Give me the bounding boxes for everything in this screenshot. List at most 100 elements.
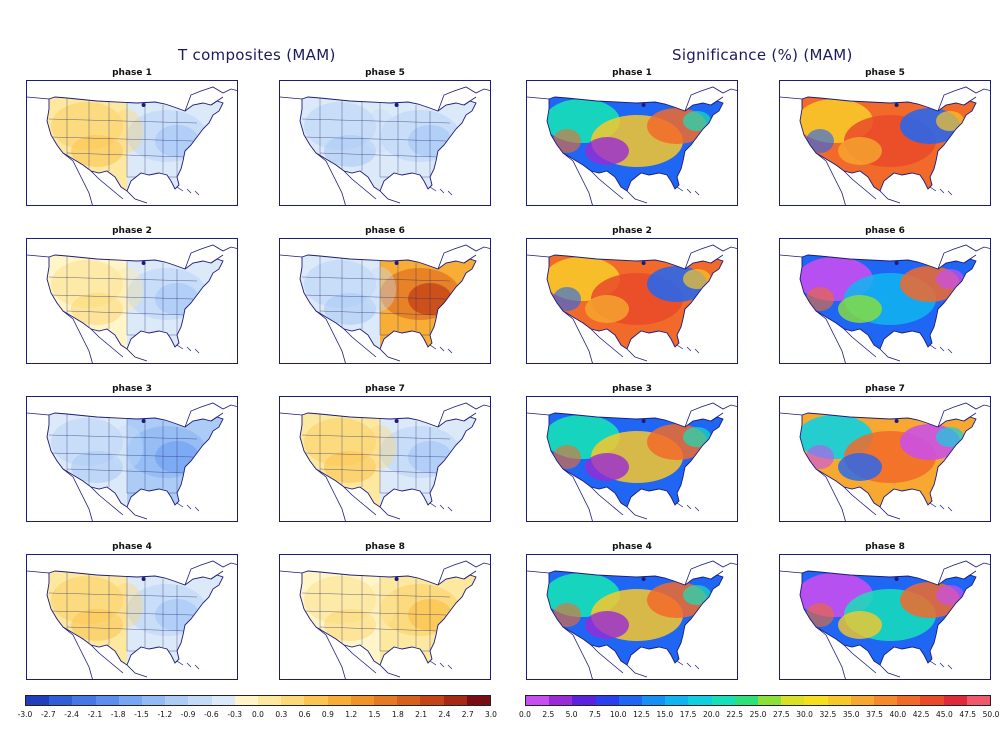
temperature-colorbar-segment — [234, 696, 259, 705]
significance-colorbar-segment — [920, 696, 944, 705]
temperature-colorbar-segment — [258, 696, 282, 705]
temperature-colorbar-segment — [374, 696, 398, 705]
temperature-colorbar-segment — [397, 696, 421, 705]
temperature-map-panel — [279, 80, 491, 206]
temperature-map-panel — [279, 396, 491, 522]
significance-colorbar-segment — [526, 696, 550, 705]
significance-colorbar-tick: 22.5 — [726, 710, 744, 719]
panel-title: phase 1 — [112, 68, 152, 78]
panel-title: phase 1 — [612, 68, 652, 78]
temperature-colorbar-segment — [165, 696, 189, 705]
temperature-section-title: T composites (MAM) — [178, 46, 336, 64]
temperature-colorbar-tick: 1.5 — [368, 710, 381, 719]
significance-colorbar-tick: 12.5 — [633, 710, 650, 719]
temperature-colorbar-segment — [188, 696, 212, 705]
significance-colorbar-segment — [804, 696, 828, 705]
significance-colorbar-segment — [781, 696, 805, 705]
significance-colorbar-segment — [688, 696, 712, 705]
temperature-colorbar-tick: 1.8 — [391, 710, 404, 719]
panel-title: phase 4 — [612, 542, 652, 552]
panel-title: phase 7 — [865, 384, 905, 394]
temperature-colorbar-tick: 0.6 — [298, 710, 311, 719]
temperature-map-panel — [26, 80, 238, 206]
panel-title: phase 5 — [365, 68, 405, 78]
temperature-colorbar-segment — [327, 696, 351, 705]
significance-colorbar-tick: 2.5 — [542, 710, 555, 719]
significance-colorbar-tick: 42.5 — [912, 710, 930, 719]
significance-colorbar-segment — [572, 696, 596, 705]
temperature-map-panel — [26, 238, 238, 364]
panel-title: phase 6 — [865, 226, 905, 236]
significance-colorbar-tick: 25.0 — [749, 710, 767, 719]
temperature-colorbar-tick: -1.8 — [110, 710, 126, 719]
significance-colorbar-tick: 27.5 — [772, 710, 790, 719]
significance-map-panel — [779, 396, 991, 522]
significance-colorbar-tick: 30.0 — [796, 710, 813, 719]
significance-colorbar-tick: 37.5 — [866, 710, 883, 719]
significance-colorbar-segment — [827, 696, 851, 705]
temperature-colorbar-segment — [72, 696, 96, 705]
significance-colorbar-segment — [874, 696, 898, 705]
significance-colorbar-segment — [943, 696, 967, 705]
panel-title: phase 3 — [612, 384, 652, 394]
temperature-colorbar-segment — [211, 696, 235, 705]
significance-colorbar-segment — [966, 696, 991, 705]
significance-map-panel — [526, 396, 738, 522]
significance-colorbar-tick: 10.0 — [609, 710, 627, 719]
temperature-colorbar-tick: -0.9 — [180, 710, 196, 719]
temperature-colorbar-tick: -2.4 — [64, 710, 79, 719]
significance-colorbar-tick: 47.5 — [959, 710, 977, 719]
significance-map-panel — [779, 554, 991, 680]
significance-map-panel — [526, 80, 738, 206]
temperature-colorbar-segment — [350, 696, 375, 705]
panel-title: phase 2 — [112, 226, 152, 236]
significance-colorbar-tick: 7.5 — [588, 710, 601, 719]
significance-colorbar-tick: 5.0 — [565, 710, 578, 719]
significance-colorbar-segment — [711, 696, 735, 705]
temperature-colorbar-tick: 0.3 — [275, 710, 288, 719]
temperature-colorbar-tick: 2.1 — [415, 710, 428, 719]
temperature-colorbar-tick: -0.3 — [227, 710, 243, 719]
temperature-colorbar-segment — [443, 696, 467, 705]
temperature-map-panel — [279, 554, 491, 680]
significance-colorbar-tick: 0.0 — [519, 710, 531, 719]
significance-map-panel — [779, 80, 991, 206]
temperature-colorbar-tick: -3.0 — [17, 710, 33, 719]
temperature-colorbar-tick: -2.7 — [40, 710, 56, 719]
temperature-colorbar-segment — [142, 696, 166, 705]
significance-colorbar-segment — [665, 696, 689, 705]
temperature-colorbar-tick: 0.9 — [321, 710, 334, 719]
panel-title: phase 4 — [112, 542, 152, 552]
significance-map-panel — [526, 238, 738, 364]
temperature-colorbar-tick: -0.6 — [204, 710, 219, 719]
significance-colorbar-segment — [850, 696, 875, 705]
significance-colorbar-tick: 15.0 — [656, 710, 674, 719]
temperature-colorbar-segment — [281, 696, 305, 705]
temperature-colorbar-segment — [420, 696, 444, 705]
temperature-colorbar-segment — [26, 696, 50, 705]
temperature-colorbar-segment — [49, 696, 73, 705]
panel-title: phase 2 — [612, 226, 652, 236]
temperature-colorbar-tick: 2.7 — [461, 710, 474, 719]
significance-colorbar-tick: 32.5 — [819, 710, 837, 719]
significance-colorbar-tick: 35.0 — [842, 710, 860, 719]
significance-colorbar-segment — [595, 696, 619, 705]
significance-colorbar-segment — [618, 696, 643, 705]
temperature-colorbar-tick: 1.2 — [345, 710, 358, 719]
temperature-colorbar-segment — [466, 696, 491, 705]
temperature-map-panel — [279, 238, 491, 364]
panel-title: phase 5 — [865, 68, 905, 78]
temperature-colorbar-tick: 3.0 — [485, 710, 497, 719]
temperature-colorbar-tick: 2.4 — [438, 710, 451, 719]
significance-colorbar-tick: 17.5 — [679, 710, 697, 719]
significance-map-panel — [779, 238, 991, 364]
significance-section-title: Significance (%) (MAM) — [672, 46, 853, 64]
panel-title: phase 8 — [365, 542, 405, 552]
temperature-colorbar-segment — [118, 696, 143, 705]
panel-title: phase 7 — [365, 384, 405, 394]
significance-colorbar-tick: 45.0 — [936, 710, 953, 719]
temperature-colorbar-segment — [95, 696, 119, 705]
temperature-colorbar-tick: -2.1 — [87, 710, 103, 719]
temperature-colorbar-tick: -1.2 — [157, 710, 173, 719]
significance-colorbar-segment — [642, 696, 666, 705]
